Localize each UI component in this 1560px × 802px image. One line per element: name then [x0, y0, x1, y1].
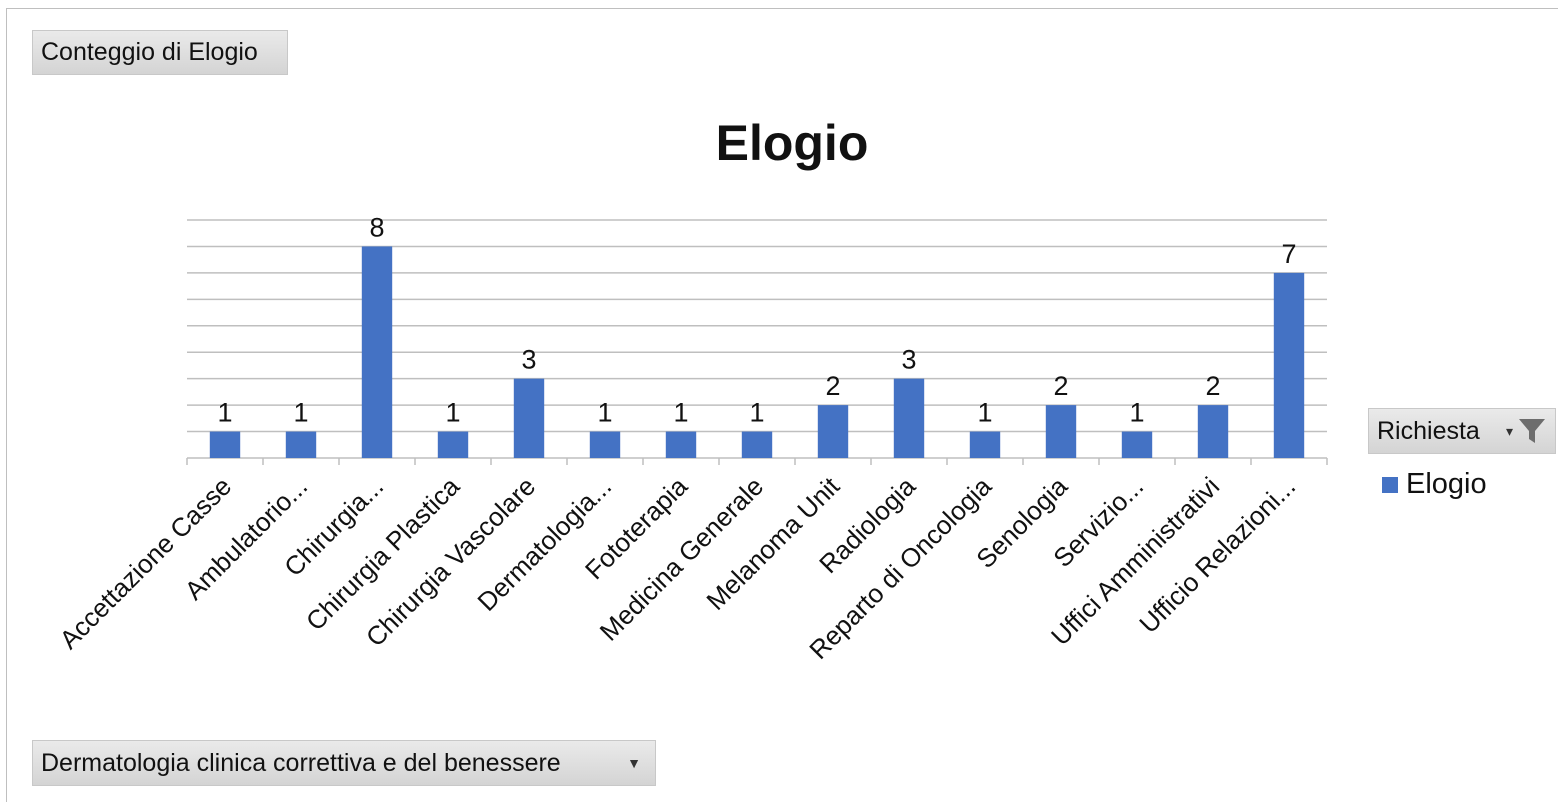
legend-swatch — [1382, 476, 1398, 493]
data-label: 3 — [521, 345, 536, 375]
bar — [741, 431, 773, 458]
data-label: 1 — [749, 398, 764, 428]
bar — [361, 246, 393, 458]
x-tick-label: Dermatologia... — [471, 471, 617, 617]
chart-title: Elogio — [716, 115, 869, 171]
bar — [665, 431, 697, 458]
data-label: 2 — [825, 371, 840, 401]
chart-legend: Elogio — [1382, 468, 1487, 501]
bar — [817, 405, 849, 458]
data-label: 1 — [1129, 398, 1144, 428]
bar — [1197, 405, 1229, 458]
data-label: 1 — [977, 398, 992, 428]
bar — [285, 431, 317, 458]
data-label: 1 — [673, 398, 688, 428]
value-field-label: Conteggio di Elogio — [41, 38, 258, 66]
bar — [969, 431, 1001, 458]
legend-field-label: Richiesta — [1377, 416, 1480, 445]
data-label: 1 — [293, 398, 308, 428]
chart-area-border — [6, 8, 1558, 802]
x-tick-label: Melanoma Unit — [700, 470, 845, 615]
chevron-down-icon: ▾ — [1505, 422, 1513, 439]
data-label: 7 — [1281, 239, 1296, 269]
bar — [1045, 405, 1077, 458]
legend-entry-label: Elogio — [1406, 468, 1487, 500]
chevron-down-icon: ▼ — [627, 755, 641, 771]
data-label: 2 — [1053, 371, 1068, 401]
data-label: 1 — [217, 398, 232, 428]
data-label: 3 — [901, 345, 916, 375]
bar — [209, 431, 241, 458]
bar — [513, 378, 545, 458]
axis-field-dropdown[interactable]: Dermatologia clinica correttiva e del be… — [32, 740, 656, 786]
bar — [1121, 431, 1153, 458]
bar — [893, 378, 925, 458]
data-label: 8 — [369, 212, 384, 242]
legend-field-button[interactable]: Richiesta ▾ — [1368, 408, 1556, 454]
data-label: 1 — [445, 398, 460, 428]
value-field-button[interactable]: Conteggio di Elogio — [32, 30, 288, 75]
bar — [1273, 272, 1305, 458]
data-label: 2 — [1205, 371, 1220, 401]
axis-field-label: Dermatologia clinica correttiva e del be… — [41, 748, 561, 777]
filter-icon[interactable]: ▾ — [1506, 416, 1547, 446]
data-label: 1 — [597, 398, 612, 428]
bar — [589, 431, 621, 458]
bar — [437, 431, 469, 458]
